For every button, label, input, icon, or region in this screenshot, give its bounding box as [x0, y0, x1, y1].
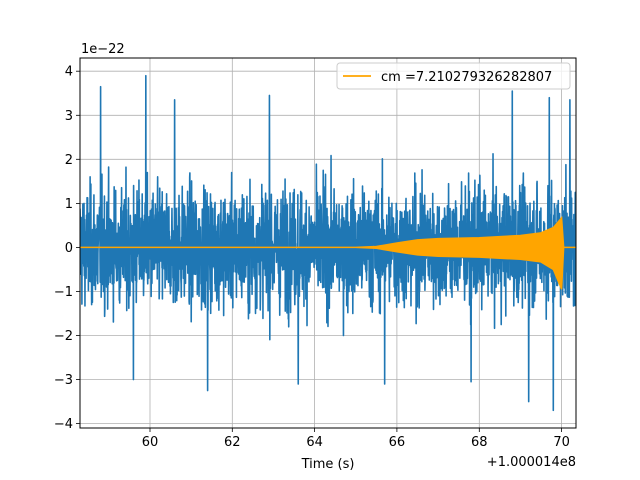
y-tick-label: 4	[65, 65, 73, 80]
legend: cm =7.210279326282807	[336, 62, 571, 90]
y-tick-label: 0	[65, 241, 73, 256]
legend-box	[336, 62, 571, 90]
y-scale-label: 1e−22	[81, 42, 125, 57]
y-tick-label: −3	[54, 373, 73, 388]
x-tick-label: 70	[553, 435, 570, 450]
series-area-chirp	[80, 217, 576, 290]
x-tick-label: 66	[389, 435, 406, 450]
legend-label-chirp: cm =7.210279326282807	[381, 70, 552, 85]
plot-clip	[80, 74, 576, 412]
x-axis-label: Time (s)	[301, 457, 355, 472]
x-tick-label: 62	[224, 435, 241, 450]
x-tick-label: 68	[471, 435, 488, 450]
y-tick-label: −4	[54, 417, 73, 432]
axes-frame	[79, 57, 577, 429]
x-tick-label: 64	[306, 435, 323, 450]
y-tick-label: −1	[54, 285, 73, 300]
x-tick-label: 60	[142, 435, 159, 450]
y-tick-label: 3	[65, 109, 73, 124]
y-tick-label: 2	[65, 153, 73, 168]
x-offset-label: +1.000014e8	[487, 455, 576, 470]
x-axis-ticks: 60 62 64 66 68 70	[142, 428, 570, 450]
y-axis-ticks: −4 −3 −2 −1 0 1 2 3 4	[54, 65, 80, 432]
y-tick-label: 1	[65, 197, 73, 212]
series-line-chirp	[80, 216, 576, 290]
y-tick-label: −2	[54, 329, 73, 344]
